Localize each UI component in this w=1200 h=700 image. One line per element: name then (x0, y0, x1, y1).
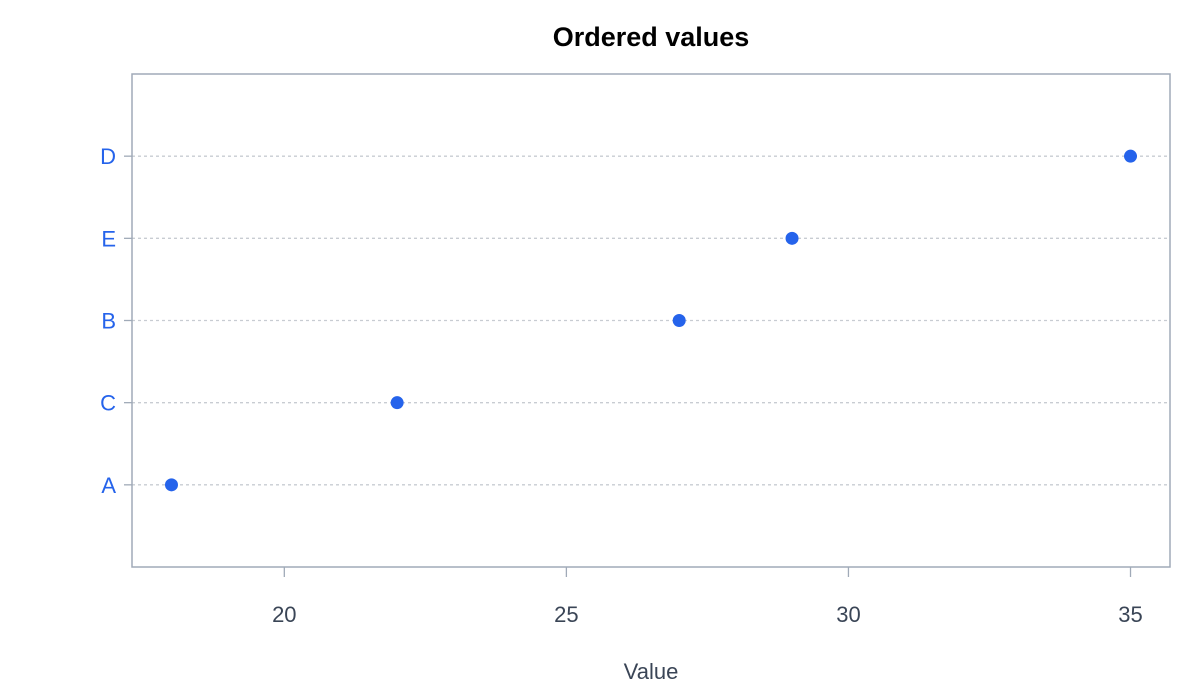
data-point-d (1124, 149, 1138, 163)
x-tick-label: 30 (836, 602, 860, 627)
data-point-e (785, 231, 799, 245)
x-tick-label: 25 (554, 602, 578, 627)
x-axis-ticks: 20 25 30 35 (272, 567, 1143, 627)
y-tick-label: B (101, 309, 116, 334)
data-point-c (390, 396, 404, 410)
y-tick-label: C (100, 391, 116, 416)
chart-title: Ordered values (552, 22, 750, 52)
x-tick-label: 20 (272, 602, 296, 627)
grid-lines (132, 155, 1170, 486)
data-point-a (164, 478, 178, 492)
data-points (164, 149, 1138, 492)
x-axis-title: Value (623, 659, 679, 684)
x-tick-label: 35 (1118, 602, 1142, 627)
data-point-b (672, 314, 686, 327)
y-axis-category-labels: A C B E D (100, 144, 132, 498)
y-tick-label: E (101, 226, 116, 251)
y-tick-label: D (100, 144, 116, 169)
y-tick-label: A (101, 473, 116, 498)
